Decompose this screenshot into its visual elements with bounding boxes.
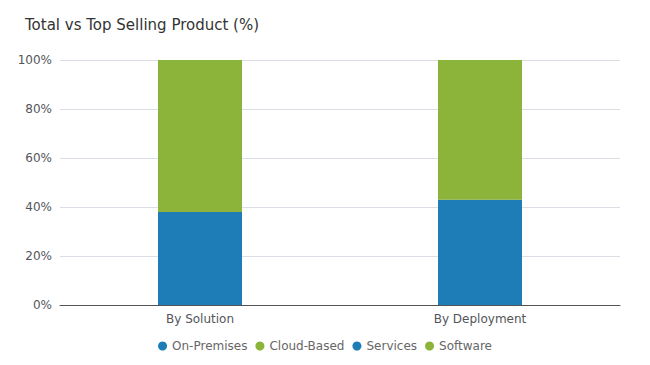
svg-text:Software: Software [439, 339, 492, 353]
svg-text:80%: 80% [25, 102, 52, 116]
svg-text:By Deployment: By Deployment [434, 312, 527, 326]
svg-text:Cloud-Based: Cloud-Based [269, 339, 344, 353]
svg-text:0%: 0% [33, 298, 52, 312]
svg-text:By Solution: By Solution [166, 312, 234, 326]
svg-text:20%: 20% [25, 249, 52, 263]
svg-text:60%: 60% [25, 151, 52, 165]
svg-text:40%: 40% [25, 200, 52, 214]
svg-text:On-Premises: On-Premises [172, 339, 247, 353]
svg-text:Services: Services [366, 339, 417, 353]
svg-text:100%: 100% [18, 53, 52, 67]
svg-text:Total vs Top Selling Product (: Total vs Top Selling Product (%) [24, 16, 259, 34]
